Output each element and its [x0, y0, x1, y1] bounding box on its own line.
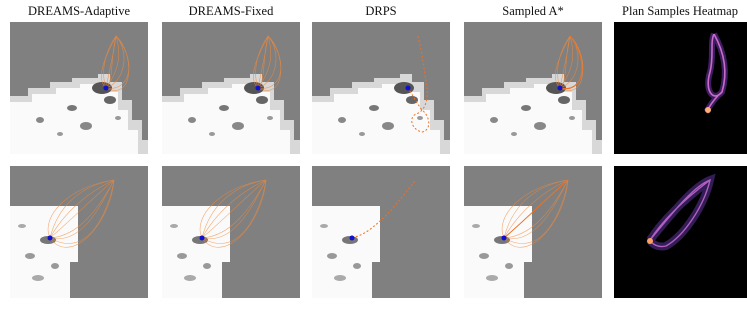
panel [614, 22, 747, 154]
figure-shape [557, 85, 563, 91]
column-title: DRPS [365, 4, 396, 18]
figure-shape [614, 166, 747, 298]
panel [10, 166, 148, 298]
panel [464, 22, 602, 154]
column-title: Sampled A* [502, 4, 563, 18]
panel [312, 22, 450, 154]
figure-shape [162, 166, 300, 298]
figure-shape [103, 85, 109, 91]
column-title: DREAMS-Fixed [189, 4, 274, 18]
figure-shape [407, 35, 430, 133]
column-title: Plan Samples Heatmap [622, 4, 738, 18]
figure-shape [464, 22, 602, 154]
figure-shape [501, 235, 507, 241]
figure-shape [312, 22, 450, 154]
figure-shape [199, 235, 205, 241]
figure-shape [614, 22, 747, 154]
figure-shape [464, 166, 602, 298]
panel [10, 22, 148, 154]
figure-shape [255, 85, 261, 91]
panel [312, 166, 450, 298]
figure-shape [351, 179, 417, 239]
panel [614, 166, 747, 298]
figure-shape [559, 35, 583, 90]
panel [162, 166, 300, 298]
column-title: DREAMS-Adaptive [28, 4, 131, 18]
figure-shape [349, 235, 355, 241]
figure-shape [405, 85, 411, 91]
panel [162, 22, 300, 154]
panel [464, 166, 602, 298]
figure-shape [10, 22, 148, 154]
figure-shape [312, 166, 450, 298]
figure-shape [162, 22, 300, 154]
figure-shape [503, 179, 569, 239]
figure-shape [10, 166, 148, 298]
figure-shape [47, 235, 53, 241]
